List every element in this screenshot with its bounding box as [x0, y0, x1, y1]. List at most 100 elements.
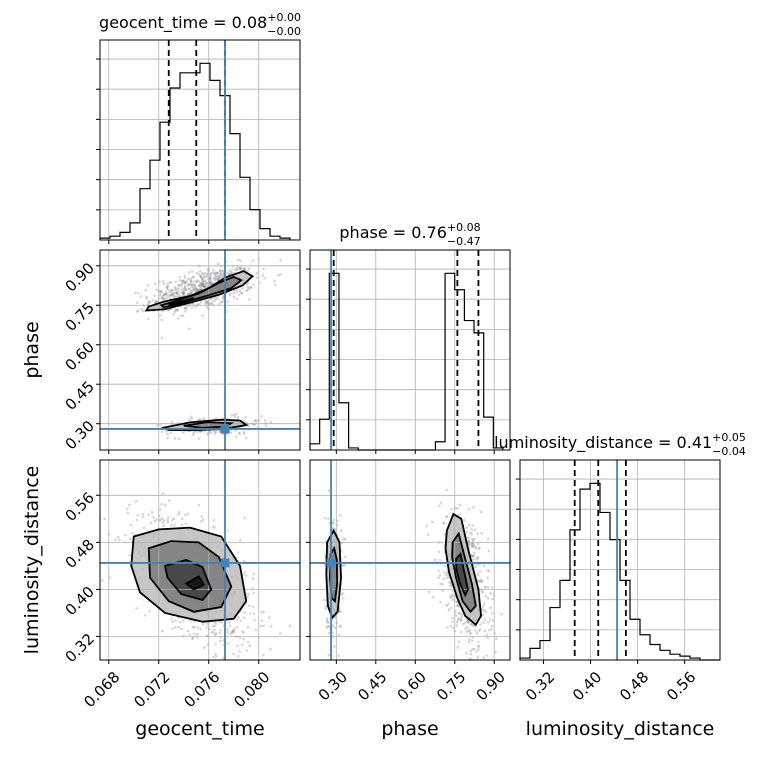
sample-point: [235, 268, 239, 272]
sample-point: [195, 288, 199, 291]
sample-point: [335, 621, 339, 625]
sample-point: [472, 505, 475, 509]
sample-point: [199, 300, 203, 304]
sample-point: [202, 285, 206, 289]
sample-point: [212, 277, 216, 280]
sample-point: [230, 631, 234, 635]
sample-point: [206, 272, 209, 275]
sample-point: [201, 278, 204, 281]
sample-point: [193, 283, 197, 287]
xtick-label-geocent_time-3: 0.080: [230, 668, 273, 711]
sample-point: [262, 610, 265, 614]
sample-point: [159, 518, 162, 522]
sample-point: [200, 276, 204, 279]
sample-point: [450, 507, 453, 511]
sample-point: [469, 652, 473, 656]
contour-phase-luminosity_distance-2: [444, 512, 482, 627]
ytick-label-luminosity_distance-3: 0.56: [62, 489, 98, 525]
sample-point: [470, 622, 473, 626]
sample-point: [186, 629, 190, 633]
sample-point: [500, 612, 503, 616]
sample-point: [478, 546, 481, 549]
grid-layer: [100, 40, 720, 660]
sample-point: [191, 283, 195, 286]
sample-point: [189, 281, 193, 285]
sample-point: [162, 293, 166, 297]
sample-point: [208, 277, 212, 281]
sample-point: [206, 273, 209, 276]
sample-point: [213, 432, 217, 435]
sample-point: [279, 273, 282, 276]
sample-point: [161, 294, 164, 298]
sample-point: [483, 618, 487, 622]
sample-point: [219, 639, 222, 643]
sample-point: [474, 629, 477, 632]
sample-point: [325, 626, 328, 629]
sample-point: [448, 581, 451, 584]
sample-point: [495, 637, 498, 641]
sample-point: [226, 628, 229, 631]
sample-point: [179, 314, 183, 318]
contour-geocent_time-luminosity_distance-1: [147, 540, 233, 613]
sample-point: [339, 529, 343, 532]
sample-point: [469, 632, 472, 635]
sample-point: [209, 278, 212, 281]
sample-point: [269, 647, 272, 651]
sample-point: [197, 503, 201, 507]
sample-point: [206, 300, 209, 304]
panel-frame-geocent_time-luminosity_distance: [99, 459, 301, 661]
sample-point: [204, 286, 207, 289]
sample-point: [185, 283, 189, 287]
sample-point: [217, 274, 221, 278]
sample-point: [449, 596, 453, 599]
sample-point: [166, 518, 169, 522]
sample-point: [237, 616, 240, 619]
sample-point: [238, 267, 242, 270]
sample-point: [477, 640, 480, 644]
sample-point: [464, 651, 468, 655]
sample-point: [201, 282, 205, 286]
sample-point: [160, 296, 163, 299]
sample-point: [168, 280, 171, 284]
sample-point: [159, 291, 162, 294]
sample-point: [469, 649, 473, 653]
sample-point: [196, 632, 199, 636]
sample-point: [457, 604, 460, 608]
sample-point: [226, 271, 230, 275]
sample-point: [217, 302, 221, 306]
sample-point: [209, 282, 212, 285]
sample-point: [187, 271, 191, 274]
sample-point: [199, 287, 202, 290]
contour-phase-luminosity_distance-3: [451, 531, 477, 614]
sample-point: [246, 625, 250, 629]
sample-point: [214, 430, 218, 433]
sample-point: [116, 535, 120, 539]
sample-point: [155, 300, 159, 304]
sample-point: [264, 424, 268, 428]
sample-point: [136, 513, 140, 517]
sample-point: [231, 630, 234, 634]
title-luminosity_distance: luminosity_distance = 0.41 +0.05−0.04: [494, 431, 746, 458]
sample-point: [238, 432, 241, 435]
sample-point: [212, 631, 215, 635]
sample-point: [457, 640, 461, 643]
sample-point: [167, 499, 171, 502]
sample-point: [427, 590, 431, 594]
sample-point: [240, 291, 243, 295]
sample-point: [196, 302, 199, 306]
sample-point: [217, 277, 221, 280]
sample-point: [214, 622, 218, 625]
title-geocent_time: geocent_time = 0.08 +0.00−0.00: [99, 11, 301, 38]
sample-point: [200, 277, 204, 281]
sample-point: [454, 614, 458, 617]
sample-point: [150, 511, 154, 514]
sample-point: [489, 591, 492, 595]
sample-point: [439, 600, 442, 604]
sample-point: [228, 293, 232, 297]
sample-point: [135, 607, 138, 610]
sample-point: [152, 516, 155, 519]
sample-point: [463, 519, 466, 522]
sample-point: [238, 650, 241, 653]
sample-point: [474, 558, 478, 561]
sample-point: [451, 626, 455, 630]
